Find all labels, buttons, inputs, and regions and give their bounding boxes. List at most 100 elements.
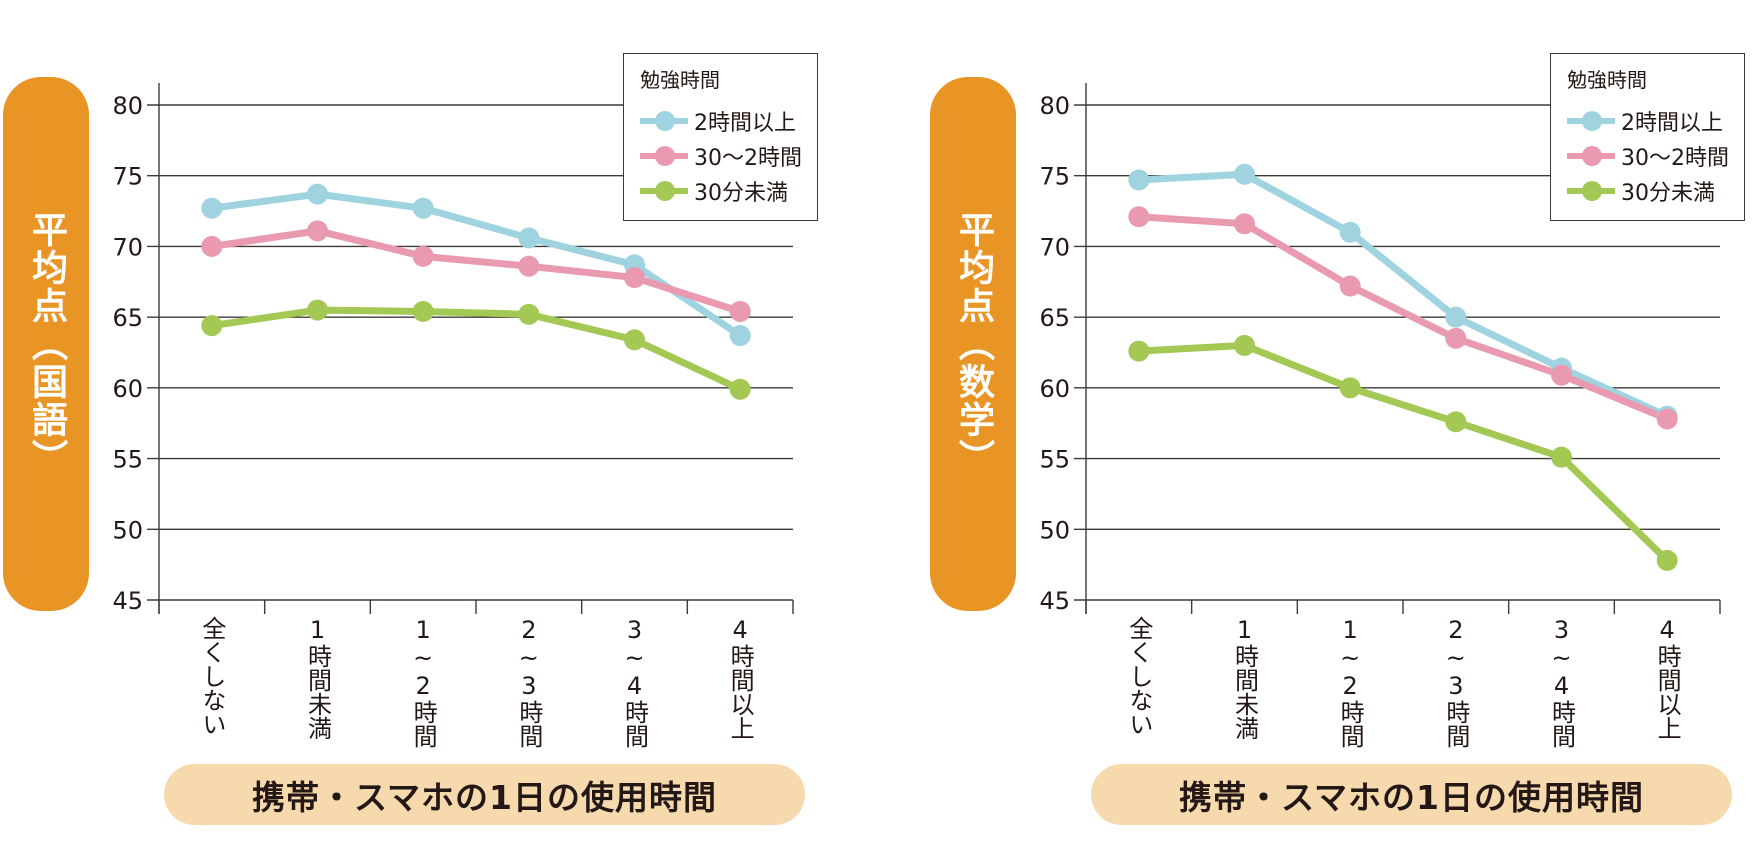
data-point	[1234, 163, 1255, 185]
legend-item: 2時間以上	[640, 103, 817, 138]
legend-label: 30分未満	[694, 180, 788, 206]
x-tick-label: 4時間以上	[726, 616, 755, 740]
legend-label: 30分未満	[1621, 180, 1715, 206]
data-point	[1551, 364, 1572, 386]
y-tick-label: 70	[1039, 233, 1070, 261]
y-tick-label: 60	[112, 375, 143, 403]
x-tick-label: 全くしない	[1124, 616, 1153, 736]
data-point	[1128, 340, 1150, 362]
data-point	[412, 197, 434, 219]
data-point	[1656, 549, 1678, 571]
data-point	[518, 255, 540, 277]
y-tick-label: 50	[112, 516, 143, 544]
legend: 勉強時間 2時間以上 30～2時間 30分未満	[623, 53, 818, 221]
plot-area: 80 75 70 65 60 55 50 45	[1039, 83, 1721, 615]
legend-label: 2時間以上	[694, 110, 796, 136]
x-tick-label: 3~4時間	[1547, 616, 1576, 748]
legend-item: 2時間以上	[1567, 103, 1744, 138]
data-point	[624, 267, 645, 289]
y-tick-label: 55	[1039, 446, 1070, 474]
series-line-3	[1138, 341, 1670, 563]
x-tick-label: 2~3時間	[1441, 616, 1470, 748]
y-tick-label: 45	[112, 587, 143, 615]
y-tick-label: 75	[1039, 163, 1070, 191]
legend-marker-icon	[1567, 180, 1615, 201]
y-tick-label: 65	[1039, 304, 1070, 332]
data-point	[307, 299, 328, 321]
data-point	[1339, 221, 1361, 243]
legend-item: 30分未満	[1567, 173, 1744, 208]
y-axis-label-pill: 平均点（数学）	[930, 77, 1016, 611]
legend-label: 30～2時間	[1621, 145, 1729, 171]
legend-marker-icon	[1567, 110, 1615, 131]
y-tick-label: 45	[1039, 587, 1070, 615]
x-tick-label: 全くしない	[197, 616, 226, 736]
legend-marker-icon	[640, 110, 688, 131]
y-tick-label: 70	[112, 233, 143, 261]
data-point	[1339, 377, 1361, 399]
series-line-3	[211, 306, 742, 393]
legend-marker-icon	[640, 180, 688, 201]
x-tick-label: 1時間未満	[1230, 616, 1259, 740]
data-point	[729, 300, 751, 322]
y-tick-label: 60	[1039, 375, 1070, 403]
legend-title: 勉強時間	[640, 68, 720, 92]
y-tick-label: 65	[112, 304, 143, 332]
series-line-1	[211, 190, 743, 339]
x-tick-label: 1~2時間	[1336, 616, 1365, 748]
data-point	[412, 245, 434, 267]
y-tick-label: 55	[112, 446, 143, 474]
x-tick-label: 1~2時間	[409, 616, 438, 748]
legend-label: 30～2時間	[694, 145, 802, 171]
x-axis-label: 携帯・スマホの1日の使用時間	[252, 777, 717, 817]
y-axis-label: 平均点（数学）	[953, 211, 994, 477]
data-point	[307, 183, 328, 205]
data-point	[1445, 327, 1467, 349]
legend-item: 30～2時間	[1567, 138, 1744, 173]
data-point	[307, 220, 328, 242]
data-point	[1551, 446, 1572, 468]
data-point	[624, 329, 645, 351]
legend-item: 30～2時間	[640, 138, 817, 173]
data-point	[1234, 334, 1255, 356]
data-point	[412, 300, 434, 322]
chart-panel-japanese: 平均点（国語） 80 75 70 65 60 55 50 45 全くしない 1時間未満 1~2時間…	[0, 0, 880, 844]
data-point	[1339, 275, 1361, 297]
series-line-2	[211, 227, 742, 315]
data-point	[1656, 408, 1678, 430]
data-point	[518, 227, 540, 249]
y-tick-label: 75	[112, 163, 143, 191]
legend-marker-icon	[640, 145, 688, 166]
y-axis-label-pill: 平均点（国語）	[3, 77, 89, 611]
x-tick-label: 2~3時間	[514, 616, 543, 748]
x-tick-label: 4時間以上	[1653, 616, 1682, 740]
y-tick-label: 80	[1039, 92, 1070, 120]
plot-area: 80 75 70 65 60 55 50 45	[112, 83, 794, 615]
data-point	[201, 197, 223, 219]
data-point	[1234, 213, 1255, 235]
legend-label: 2時間以上	[1621, 110, 1723, 136]
series-line-1	[1138, 170, 1669, 420]
data-point	[729, 378, 751, 400]
x-tick-label: 1時間未満	[303, 616, 332, 740]
x-axis-label-pill: 携帯・スマホの1日の使用時間	[164, 764, 805, 825]
x-tick-label: 3~4時間	[620, 616, 649, 748]
legend-title: 勉強時間	[1567, 68, 1647, 92]
data-point	[1445, 411, 1467, 433]
y-axis-label: 平均点（国語）	[26, 211, 67, 477]
x-axis-label-pill: 携帯・スマホの1日の使用時間	[1091, 764, 1732, 825]
chart-panel-math: 平均点（数学） 80 75 70 65 60 55 50 45 全くしない 1時間未満 1~2時間…	[927, 0, 1763, 844]
legend-marker-icon	[1567, 145, 1615, 166]
data-point	[1128, 206, 1150, 228]
series-line-2	[1138, 213, 1669, 423]
data-point	[1445, 306, 1467, 328]
data-point	[201, 235, 223, 257]
data-point	[729, 325, 751, 347]
x-axis-label: 携帯・スマホの1日の使用時間	[1179, 777, 1644, 817]
y-tick-label: 80	[112, 92, 143, 120]
data-point	[518, 303, 540, 325]
data-point	[1128, 169, 1150, 191]
y-tick-label: 50	[1039, 516, 1070, 544]
data-point	[201, 315, 223, 337]
legend-item: 30分未満	[640, 173, 817, 208]
